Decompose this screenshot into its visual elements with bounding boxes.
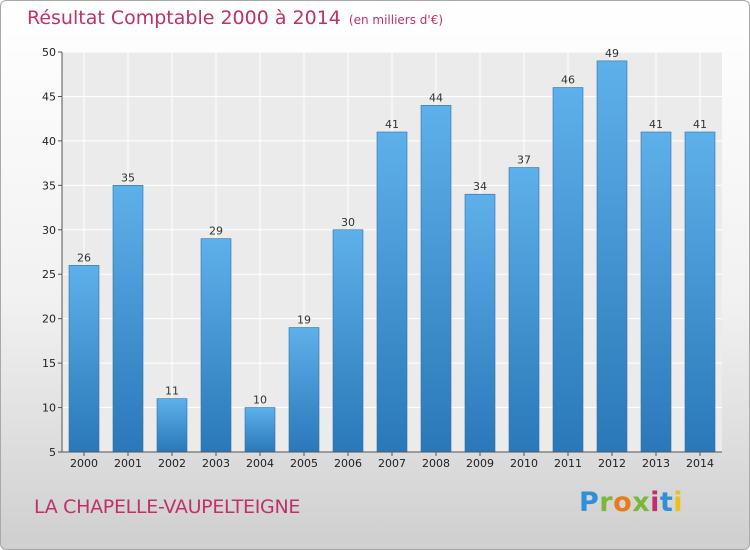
bar-2008	[420, 105, 452, 453]
bar-value-label-2013: 41	[649, 118, 663, 131]
y-tick-label-25: 25	[42, 268, 56, 281]
y-tick-label-35: 35	[42, 179, 56, 192]
bar-2013	[640, 131, 672, 453]
bar-2011	[552, 87, 584, 453]
bar-value-label-2001: 35	[121, 171, 135, 184]
logo-letter: i	[673, 487, 684, 518]
x-tick-label-2006: 2006	[334, 457, 362, 470]
bar-value-label-2005: 19	[297, 314, 311, 327]
place-name: LA CHAPELLE-VAUPELTEIGNE	[34, 496, 301, 518]
bar-2012	[596, 60, 628, 453]
x-tick-label-2014: 2014	[686, 457, 714, 470]
bar-value-label-2007: 41	[385, 118, 399, 131]
bar-2005	[288, 327, 320, 453]
y-tick-label-10: 10	[42, 402, 56, 415]
y-tick-label-5: 5	[49, 446, 56, 459]
y-tick-label-45: 45	[42, 90, 56, 103]
y-tick-label-50: 50	[42, 46, 56, 59]
chart-subtitle: (en milliers d'€)	[348, 13, 444, 27]
y-tick-label-15: 15	[42, 357, 56, 370]
bar-2007	[376, 131, 408, 453]
proxiti-logo: Proxiti	[579, 487, 683, 518]
bar-2002	[156, 398, 188, 453]
x-tick-label-2007: 2007	[378, 457, 406, 470]
bar-value-label-2008: 44	[429, 91, 443, 104]
x-tick-label-2013: 2013	[642, 457, 670, 470]
bar-2000	[68, 265, 100, 453]
logo-letter: P	[579, 487, 600, 518]
bar-2010	[508, 167, 540, 453]
x-tick-label-2010: 2010	[510, 457, 538, 470]
x-tick-label-2003: 2003	[202, 457, 230, 470]
bar-value-label-2004: 10	[253, 394, 267, 407]
logo-letter: x	[632, 487, 651, 518]
bar-value-label-2002: 11	[165, 385, 179, 398]
x-tick-label-2000: 2000	[70, 457, 98, 470]
bar-2001	[112, 185, 144, 453]
bar-2014	[684, 131, 716, 453]
x-tick-label-2005: 2005	[290, 457, 318, 470]
bar-2006	[332, 229, 364, 453]
bar-value-label-2009: 34	[473, 180, 487, 193]
y-tick-label-20: 20	[42, 313, 56, 326]
x-tick-label-2002: 2002	[158, 457, 186, 470]
bar-2009	[464, 193, 496, 453]
chart-title: Résultat Comptable 2000 à 2014 (en millie…	[27, 7, 443, 29]
x-tick-label-2001: 2001	[114, 457, 142, 470]
bar-value-label-2011: 46	[561, 74, 575, 87]
bar-value-label-2014: 41	[693, 118, 707, 131]
bar-2003	[200, 238, 232, 453]
y-tick-label-40: 40	[42, 135, 56, 148]
bar-value-label-2003: 29	[209, 225, 223, 238]
x-tick-label-2011: 2011	[554, 457, 582, 470]
y-tick-label-30: 30	[42, 224, 56, 237]
x-tick-label-2012: 2012	[598, 457, 626, 470]
bar-value-label-2012: 49	[605, 47, 619, 60]
chart-title-text: Résultat Comptable 2000 à 2014	[27, 7, 341, 29]
logo-letter: r	[599, 487, 614, 518]
logo-letter: o	[613, 487, 633, 518]
x-tick-label-2009: 2009	[466, 457, 494, 470]
logo-letter: t	[659, 487, 674, 518]
bar-value-label-2010: 37	[517, 154, 531, 167]
bar-2004	[244, 407, 276, 453]
bar-value-label-2000: 26	[77, 251, 91, 264]
logo-letter: i	[650, 487, 660, 518]
x-tick-label-2008: 2008	[422, 457, 450, 470]
bar-value-label-2006: 30	[341, 216, 355, 229]
x-tick-label-2004: 2004	[246, 457, 274, 470]
